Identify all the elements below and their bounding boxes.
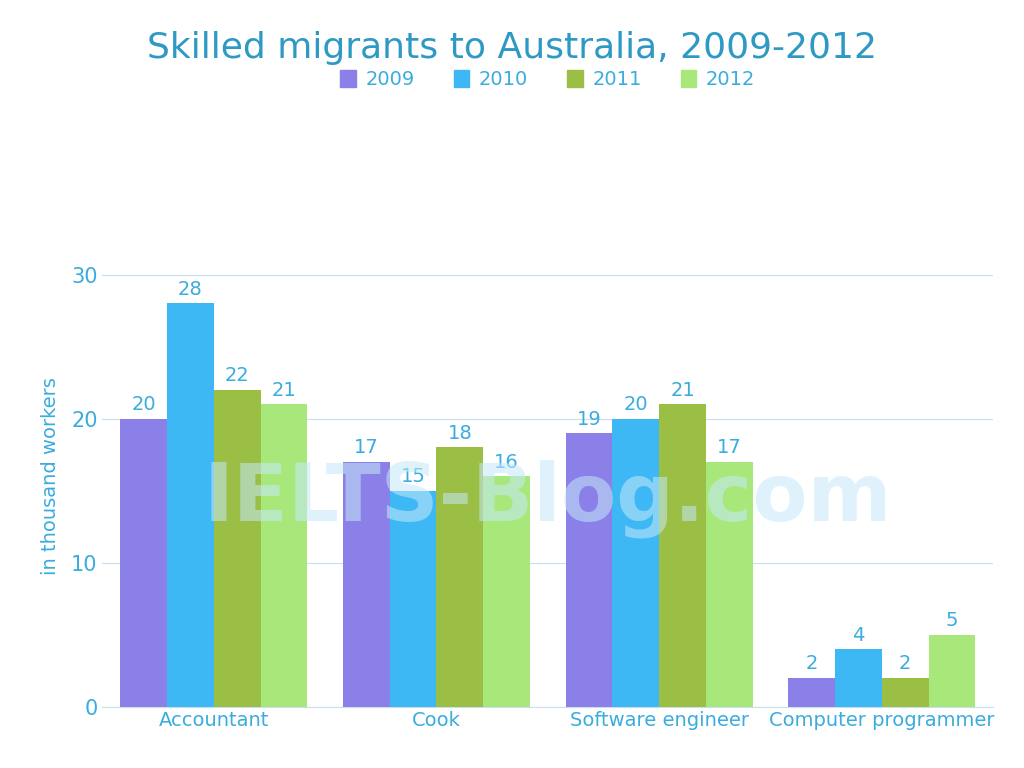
Text: 21: 21	[671, 381, 695, 400]
Text: IELTS-Blog.com: IELTS-Blog.com	[204, 460, 892, 538]
Bar	[565, 433, 612, 707]
Text: 15: 15	[400, 467, 426, 486]
Text: 16: 16	[495, 453, 519, 472]
Text: 4: 4	[852, 626, 864, 644]
Y-axis label: in thousand workers: in thousand workers	[41, 377, 60, 575]
Text: 18: 18	[447, 424, 472, 443]
Text: 20: 20	[624, 396, 648, 414]
Bar	[836, 649, 882, 707]
Bar	[390, 491, 436, 707]
Text: 28: 28	[178, 280, 203, 299]
Bar	[214, 390, 260, 707]
Bar	[483, 476, 530, 707]
Text: 19: 19	[577, 409, 601, 429]
Text: Skilled migrants to Australia, 2009-2012: Skilled migrants to Australia, 2009-2012	[147, 31, 877, 65]
Bar	[612, 419, 659, 707]
Text: 21: 21	[271, 381, 296, 400]
Bar	[929, 634, 976, 707]
Text: 2: 2	[899, 654, 911, 674]
Bar	[436, 447, 483, 707]
Text: 22: 22	[225, 366, 250, 386]
Bar	[260, 404, 307, 707]
Text: 5: 5	[946, 611, 958, 631]
Text: 20: 20	[131, 396, 156, 414]
Bar	[788, 678, 836, 707]
Bar	[167, 303, 214, 707]
Bar	[120, 419, 167, 707]
Legend: 2009, 2010, 2011, 2012: 2009, 2010, 2011, 2012	[333, 62, 763, 97]
Text: 17: 17	[717, 439, 741, 458]
Bar	[882, 678, 929, 707]
Text: 17: 17	[354, 439, 379, 458]
Bar	[706, 462, 753, 707]
Bar	[343, 462, 390, 707]
Bar	[659, 404, 706, 707]
Text: 2: 2	[806, 654, 818, 674]
